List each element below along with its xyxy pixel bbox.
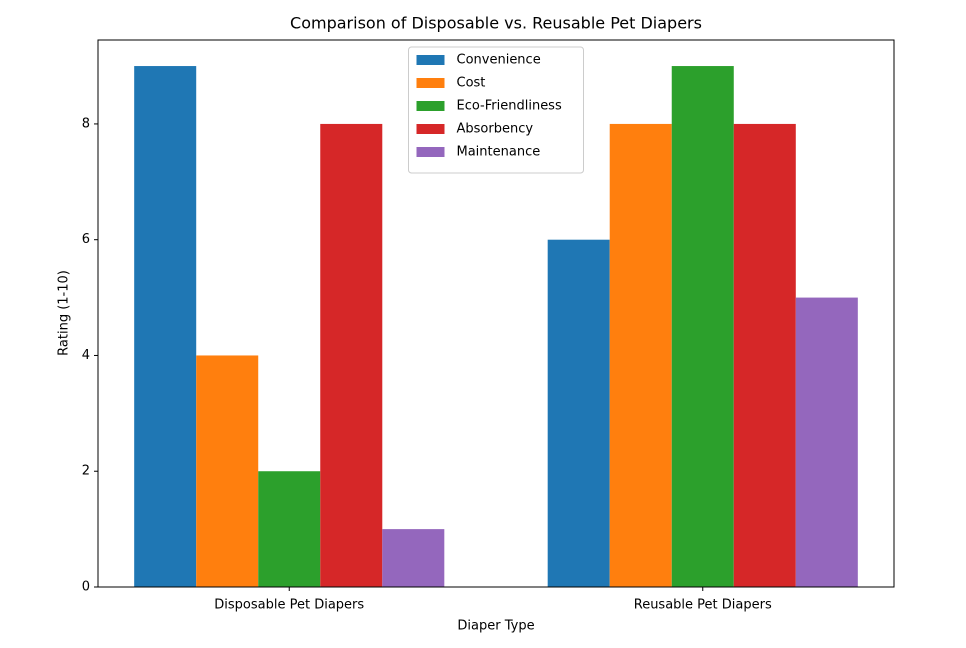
- bar: [547, 239, 610, 587]
- legend-label: Cost: [457, 76, 486, 91]
- y-tick-label: 0: [82, 580, 90, 595]
- bar: [134, 66, 197, 588]
- y-tick-label: 6: [82, 232, 90, 247]
- bar: [795, 297, 858, 587]
- plot-frame: [97, 39, 895, 588]
- y-tick-label: 4: [82, 348, 90, 363]
- legend-label: Absorbency: [457, 122, 534, 137]
- legend-swatch: [416, 147, 445, 157]
- legend-swatch: [416, 78, 445, 88]
- legend-swatch: [416, 124, 445, 134]
- x-tick-label: Reusable Pet Diapers: [634, 598, 772, 613]
- chart-title: Comparison of Disposable vs. Reusable Pe…: [290, 14, 702, 33]
- y-axis-label: Rating (1-10): [57, 270, 72, 356]
- bar: [320, 123, 383, 587]
- bar: [733, 123, 796, 587]
- bar: [258, 471, 321, 587]
- bar: [196, 355, 259, 587]
- x-tick-label: Disposable Pet Diapers: [214, 598, 364, 613]
- y-tick-label: 2: [82, 464, 90, 479]
- x-axis-label: Diaper Type: [457, 619, 534, 634]
- legend-box: [408, 46, 584, 174]
- legend-label: Maintenance: [457, 145, 541, 160]
- bar: [609, 123, 672, 587]
- y-tick-label: 8: [82, 116, 90, 131]
- legend-swatch: [416, 101, 445, 111]
- bar: [382, 529, 445, 587]
- legend-swatch: [416, 55, 445, 65]
- legend-label: Eco-Friendliness: [457, 99, 562, 114]
- bar: [671, 66, 734, 588]
- legend-label: Convenience: [457, 53, 541, 68]
